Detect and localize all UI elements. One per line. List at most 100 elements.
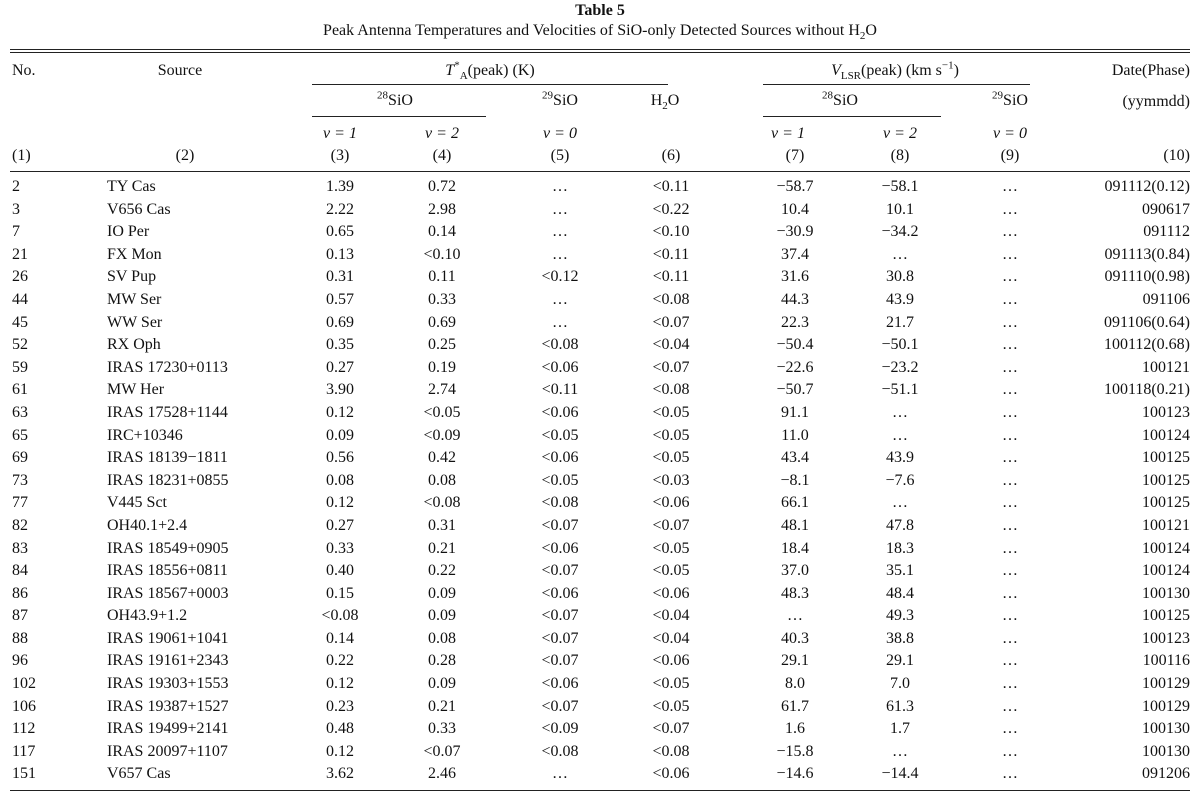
cell-sio29-v0-t: <0.08 bbox=[541, 742, 579, 760]
cell-date: 100124 bbox=[1142, 562, 1190, 580]
cell-sio28-v1-v: 31.6 bbox=[781, 268, 809, 286]
cell-h2o-t: <0.04 bbox=[652, 336, 690, 354]
cell-sio28-v1-t: 0.40 bbox=[326, 562, 354, 580]
cell-no: 45 bbox=[12, 313, 28, 331]
header-v1-v: v = 1 bbox=[771, 125, 805, 142]
cell-sio28-v1-t: 0.14 bbox=[326, 629, 354, 647]
cell-no: 83 bbox=[12, 539, 28, 557]
cell-sio29-v0-t: … bbox=[552, 223, 568, 241]
cell-no: 21 bbox=[12, 245, 28, 263]
cell-sio28-v1-t: 0.23 bbox=[326, 697, 354, 715]
table-row: 84 IRAS 18556+0811 0.40 0.22 <0.07 <0.05 37.0 3… bbox=[0, 560, 1200, 583]
cell-sio28-v2-t: 0.31 bbox=[428, 516, 456, 534]
header-sio28-v: 28SiO bbox=[822, 89, 858, 109]
table-body: 2 TY Cas 1.39 0.72 … <0.11 −58.7 −58.1 … 091112(0… bbox=[0, 176, 1200, 786]
cell-source: MW Ser bbox=[107, 290, 162, 308]
colnum-8: (8) bbox=[890, 147, 910, 164]
cell-source: IRAS 18549+0905 bbox=[107, 539, 229, 557]
cell-sio29-v0-v: … bbox=[1002, 539, 1018, 557]
cell-date: 100124 bbox=[1142, 539, 1190, 557]
cell-sio29-v0-t: <0.07 bbox=[541, 516, 579, 534]
cell-h2o-t: <0.04 bbox=[652, 607, 690, 625]
cell-sio28-v2-t: 0.21 bbox=[428, 539, 456, 557]
cell-sio29-v0-v: … bbox=[1002, 290, 1018, 308]
top-rule bbox=[10, 49, 1190, 50]
colnum-6: (6) bbox=[661, 147, 681, 164]
cell-sio28-v1-v: 40.3 bbox=[781, 629, 809, 647]
cell-sio29-v0-t: <0.06 bbox=[541, 358, 579, 376]
cell-sio28-v2-t: 0.33 bbox=[428, 720, 456, 738]
cell-date: 100124 bbox=[1142, 426, 1190, 444]
cell-source: IRAS 18139−1811 bbox=[107, 449, 228, 467]
table-row: 77 V445 Sct 0.12 <0.08 <0.08 <0.06 66.1 … … 10012… bbox=[0, 492, 1200, 515]
cell-h2o-t: <0.05 bbox=[652, 675, 690, 693]
cell-source: IRAS 19387+1527 bbox=[107, 697, 229, 715]
cell-sio29-v0-v: … bbox=[1002, 426, 1018, 444]
cell-sio28-v1-v: 18.4 bbox=[781, 539, 809, 557]
cell-source: OH43.9+1.2 bbox=[107, 607, 188, 625]
cell-sio28-v1-v: −50.4 bbox=[776, 336, 814, 354]
cell-source: FX Mon bbox=[107, 245, 162, 263]
cell-sio28-v1-t: 0.12 bbox=[326, 742, 354, 760]
top-rule-2 bbox=[10, 52, 1190, 53]
cell-sio29-v0-t: <0.07 bbox=[541, 562, 579, 580]
cell-source: IRAS 19303+1553 bbox=[107, 675, 229, 693]
cell-source: IRAS 18231+0855 bbox=[107, 471, 229, 489]
cell-no: 26 bbox=[12, 268, 28, 286]
header-sio29-v: 29SiO bbox=[992, 89, 1028, 109]
cell-sio29-v0-t: … bbox=[552, 290, 568, 308]
cell-sio28-v1-v: 1.6 bbox=[785, 720, 805, 738]
cell-no: 65 bbox=[12, 426, 28, 444]
cell-sio28-v2-v: 43.9 bbox=[886, 290, 914, 308]
cell-sio29-v0-t: … bbox=[552, 200, 568, 218]
cell-sio28-v1-v: 11.0 bbox=[781, 426, 809, 444]
cell-sio28-v1-v: −30.9 bbox=[776, 223, 814, 241]
cell-sio29-v0-t: <0.07 bbox=[541, 607, 579, 625]
cell-h2o-t: <0.06 bbox=[652, 494, 690, 512]
cell-source: V445 Sct bbox=[107, 494, 167, 512]
table-caption: Peak Antenna Temperatures and Velocities… bbox=[323, 22, 877, 43]
header-v0-t: v = 0 bbox=[543, 125, 577, 142]
cell-sio29-v0-t: <0.06 bbox=[541, 584, 579, 602]
cell-sio28-v2-v: 61.3 bbox=[886, 697, 914, 715]
cell-source: IRAS 18556+0811 bbox=[107, 562, 228, 580]
table-row: 73 IRAS 18231+0855 0.08 0.08 <0.05 <0.03 −8.1 −… bbox=[0, 470, 1200, 493]
cell-sio28-v1-v: 22.3 bbox=[781, 313, 809, 331]
cell-sio28-v1-v: 61.7 bbox=[781, 697, 809, 715]
cell-sio29-v0-v: … bbox=[1002, 223, 1018, 241]
cell-sio28-v1-v: −14.6 bbox=[776, 765, 814, 783]
cell-date: 100121 bbox=[1142, 516, 1190, 534]
rule-ta-group bbox=[312, 84, 668, 85]
cell-source: MW Her bbox=[107, 381, 165, 399]
cell-sio28-v1-v: 37.0 bbox=[781, 562, 809, 580]
cell-source: IO Per bbox=[107, 223, 150, 241]
cell-sio29-v0-v: … bbox=[1002, 245, 1018, 263]
cell-sio29-v0-v: … bbox=[1002, 720, 1018, 738]
cell-date: 091112 bbox=[1143, 223, 1190, 241]
cell-sio28-v2-v: 49.3 bbox=[886, 607, 914, 625]
table-row: 2 TY Cas 1.39 0.72 … <0.11 −58.7 −58.1 … 091112(0… bbox=[0, 176, 1200, 199]
cell-sio29-v0-t: <0.12 bbox=[541, 268, 579, 286]
cell-sio28-v1-v: 91.1 bbox=[781, 403, 809, 421]
cell-sio28-v1-t: 0.69 bbox=[326, 313, 354, 331]
cell-sio29-v0-v: … bbox=[1002, 742, 1018, 760]
header-ta-peak: T*A(peak) (K) bbox=[445, 59, 535, 83]
cell-sio28-v2-v: 43.9 bbox=[886, 449, 914, 467]
header-v2-t: v = 2 bbox=[425, 125, 459, 142]
cell-source: IRAS 17230+0113 bbox=[107, 358, 228, 376]
cell-sio28-v1-v: 8.0 bbox=[785, 675, 805, 693]
cell-date: 091113(0.84) bbox=[1104, 245, 1190, 263]
cell-no: 2 bbox=[12, 178, 20, 195]
cell-no: 84 bbox=[12, 562, 28, 580]
cell-sio28-v2-t: 0.21 bbox=[428, 697, 456, 715]
header-sio28-t: 28SiO bbox=[377, 89, 413, 109]
cell-sio28-v2-t: 0.11 bbox=[428, 268, 456, 286]
table-row: 87 OH43.9+1.2 <0.08 0.09 <0.07 <0.04 … 49.3 … 100… bbox=[0, 605, 1200, 628]
cell-no: 106 bbox=[12, 697, 36, 715]
cell-no: 7 bbox=[12, 223, 20, 241]
cell-sio29-v0-v: … bbox=[1002, 358, 1018, 376]
rule-vlsr-group bbox=[763, 84, 1030, 85]
cell-h2o-t: <0.05 bbox=[652, 426, 690, 444]
table-row: 88 IRAS 19061+1041 0.14 0.08 <0.07 <0.04 40.3 3… bbox=[0, 628, 1200, 651]
cell-no: 112 bbox=[12, 720, 36, 738]
